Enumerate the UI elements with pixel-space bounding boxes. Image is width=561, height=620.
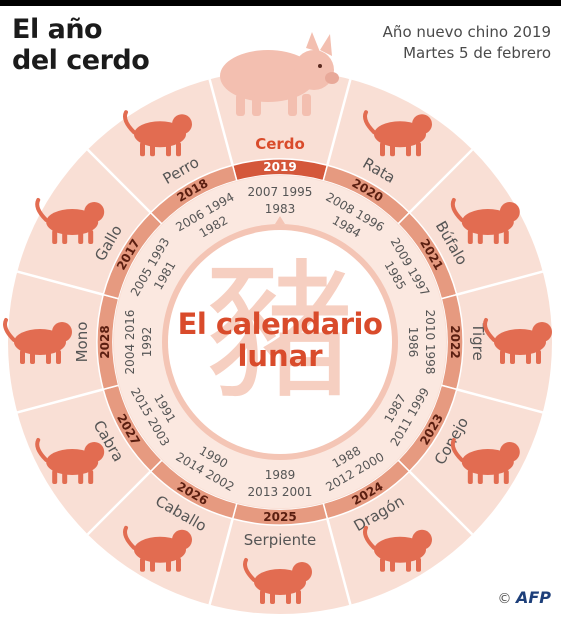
year-band [96, 158, 464, 526]
band-year-label: 2022 [448, 325, 462, 358]
conejo-icon [450, 438, 520, 484]
divider [16, 270, 104, 296]
center-title-line-2: lunar [237, 339, 323, 373]
animal-name-label: Cerdo [255, 135, 305, 153]
subtitle: Año nuevo chino 2019 Martes 5 de febrero [383, 22, 551, 64]
divider [456, 270, 544, 296]
band-year-label: 2019 [263, 160, 296, 174]
year-band-segment [149, 164, 238, 225]
gallo-icon [35, 198, 105, 244]
divider [326, 78, 352, 166]
cycle-years-label: 2010 1998 [423, 310, 437, 375]
segment-dividers [16, 78, 544, 606]
animal-name-label: Serpiente [244, 531, 316, 549]
divider [16, 388, 104, 414]
divider [408, 148, 474, 214]
animal-name-label: Tigre [469, 322, 487, 360]
copyright-symbol: © [497, 591, 512, 607]
divider [86, 470, 152, 536]
cycle-years-label: 1983 [265, 202, 296, 216]
divider [208, 518, 234, 606]
divider [408, 470, 474, 536]
afp-logo: AFP [515, 588, 551, 607]
cycle-years-label: 2007 1995 [248, 185, 313, 199]
pointer-marker [275, 216, 285, 224]
divider [456, 388, 544, 414]
caballo-icon [123, 525, 192, 572]
perro-icon [123, 110, 192, 157]
cycle-years-label: 1986 [406, 327, 420, 358]
animal-icons [3, 32, 552, 604]
tigre-icon [483, 318, 552, 364]
animal-name-label: Mono [73, 322, 91, 363]
subtitle-date: Martes 5 de febrero [403, 44, 551, 62]
band-year-label: 2025 [263, 510, 296, 524]
divider [326, 518, 352, 606]
center-character: 豬 [205, 246, 355, 420]
dragon-icon [363, 525, 432, 572]
center-title-line-1: El calendario [178, 307, 383, 341]
credit: © AFP [498, 588, 552, 607]
subtitle-event: Año nuevo chino 2019 [382, 23, 551, 41]
top-bar [0, 0, 561, 6]
title-line-1: El año [12, 14, 103, 45]
bufalo-icon [450, 198, 520, 244]
cycle-years-label: 2004 2016 [123, 310, 137, 375]
mono-icon [3, 318, 72, 364]
inner-area [113, 175, 447, 509]
rata-icon [363, 110, 432, 157]
cycle-years-label: 1992 [140, 327, 154, 358]
cabra-icon [35, 438, 105, 484]
center-disc [168, 230, 392, 454]
cycle-years-label: 2013 2001 [248, 485, 313, 499]
cycle-years-label: 1989 [265, 468, 296, 482]
title-line-2: del cerdo [12, 45, 150, 76]
divider [208, 78, 234, 166]
band-year-label: 2028 [98, 325, 112, 358]
serpiente-icon [243, 558, 312, 604]
cerdo-icon [220, 32, 339, 116]
divider [86, 148, 152, 214]
page-title: El año del cerdo [12, 14, 150, 76]
